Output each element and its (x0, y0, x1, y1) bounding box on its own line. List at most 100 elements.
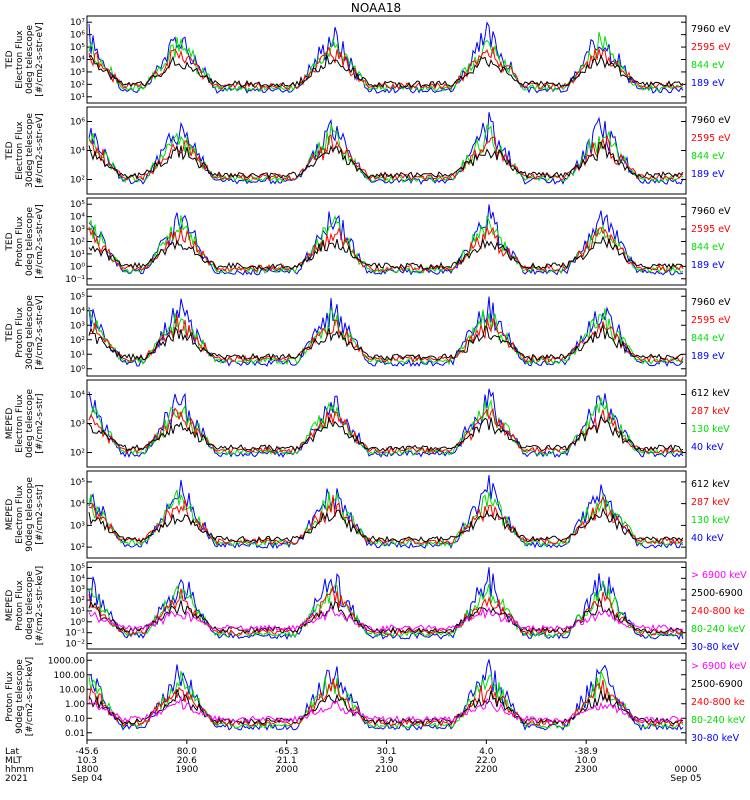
flux-series-1 (88, 567, 684, 641)
flux-series-2 (88, 669, 684, 730)
ylabel-line: 30deg telescope (25, 295, 35, 370)
xtick-mlt: 10.0 (576, 756, 596, 766)
ylabel-line: [#/cm2-s-str-keV] (25, 657, 35, 736)
ytick-label: 10⁵ (70, 478, 85, 488)
ylabel-line: 0deg telescope (25, 571, 35, 641)
ytick-label: 10⁵ (70, 43, 85, 53)
legend-entry: 844 eV (691, 242, 725, 253)
legend-entry: 189 eV (691, 351, 725, 362)
ytick-label: 10³ (70, 521, 85, 531)
flux-series-5 (88, 606, 684, 633)
legend-entry: 7960 eV (691, 206, 731, 217)
ylabel-line: 90deg telescope (15, 659, 25, 734)
legend-entry: 30-80 keV (691, 733, 740, 744)
legend-entry: 612 keV (691, 479, 730, 490)
ylabel-line: [#/cm2-s-str-eV] (35, 204, 45, 279)
flux-series-1 (88, 296, 684, 368)
xtick-lat: -45.6 (75, 747, 99, 757)
xtick-hhmm: 0000 (675, 765, 698, 775)
flux-series-1 (88, 388, 684, 459)
ylabel-line: Electron Flux (15, 394, 25, 453)
ylabel-line: Proton Flux (15, 580, 25, 631)
figure-title: NOAA18 (351, 1, 401, 15)
ytick-label: 100.00 (54, 671, 86, 681)
panel-frame (86, 561, 687, 650)
legend-entry: 80-240 keV (691, 715, 746, 726)
ylabel-line: 0deg telescope (25, 207, 35, 277)
legend-entry: 2595 eV (691, 224, 731, 235)
ylabel-line: [#/cm2-s-str-keV] (35, 566, 45, 645)
xaxis-row-label: 2021 (5, 774, 28, 784)
flux-series-2 (88, 397, 684, 457)
legend-entry: 844 eV (691, 151, 725, 162)
xtick-mlt: 20.6 (177, 756, 197, 766)
ylabel-line: TED (5, 232, 15, 251)
ytick-label: 10⁴ (70, 574, 85, 584)
legend-entry: 7960 eV (691, 24, 731, 35)
ylabel-line: 0deg telescope (25, 389, 35, 459)
ytick-label: 10⁶ (70, 118, 85, 128)
flux-series-2 (88, 489, 684, 547)
ylabel-line: Proton Flux (15, 307, 25, 358)
flux-series-3 (88, 226, 684, 272)
panel-frame (86, 470, 687, 559)
flux-series-4 (88, 596, 684, 635)
legend-entry: 189 eV (691, 78, 725, 89)
legend-entry: 287 keV (691, 497, 730, 508)
xtick-mlt: 3.9 (379, 756, 394, 766)
ytick-label: 1000.00 (48, 656, 85, 666)
ylabel-line: 30deg telescope (25, 113, 35, 188)
ytick-label: 10⁴ (70, 56, 85, 66)
ytick-label: 10⁻¹ (65, 275, 85, 285)
ytick-label: 0.10 (65, 714, 85, 724)
ytick-label: 10³ (70, 321, 85, 331)
xtick-date: Sep 04 (71, 774, 103, 784)
ylabel-line: 0deg telescope (25, 25, 35, 95)
panel-3: 10⁻¹ 10⁰ 10¹ 10² 10³ 10⁴ 10⁵ TED Proton Flux 0deg… (5, 197, 731, 286)
xtick-mlt: 22.0 (476, 756, 496, 766)
ylabel-line: [#/cm2-s-str-eV] (35, 113, 45, 188)
xtick-lat: -38.9 (575, 747, 599, 757)
panel-8: 0.01 0.10 1.00 10.00 100.00 1000.00 Proton Flu… (5, 652, 747, 744)
ytick-label: 10⁴ (70, 307, 85, 317)
legend-entry: 30-80 keV (691, 642, 740, 653)
legend-entry: 844 eV (691, 333, 725, 344)
legend-entry: 2595 eV (691, 42, 731, 53)
ytick-label: 1.00 (65, 700, 85, 710)
flux-series-4 (88, 235, 684, 271)
ylabel-line: MEPED (5, 590, 15, 622)
xtick-lat: 80.0 (177, 747, 197, 757)
panel-5: 10² 10³ 10⁴ MEPED Electron Flux 0deg telescop… (5, 379, 730, 468)
legend-entry: 130 keV (691, 424, 730, 435)
ytick-label: 10⁻² (65, 640, 85, 650)
ylabel-line: MEPED (5, 408, 15, 440)
xtick-hhmm: 2300 (575, 765, 598, 775)
flux-series-5 (88, 695, 684, 724)
ytick-label: 10¹ (70, 607, 85, 617)
xtick-hhmm: 1800 (76, 765, 99, 775)
legend-entry: 189 eV (691, 260, 725, 271)
ylabel-line: MEPED (5, 499, 15, 531)
xtick-hhmm: 2000 (275, 765, 298, 775)
ylabel-line: [#/cm2-s-str] (35, 393, 45, 453)
legend-entry: 2500-6900 (691, 588, 743, 599)
legend-entry: 189 eV (691, 169, 725, 180)
ytick-label: 10² (70, 238, 85, 248)
panel-6: 10² 10³ 10⁴ 10⁵ MEPED Electron Flux 90deg tele… (5, 470, 730, 559)
ytick-label: 10⁵ (70, 292, 85, 302)
xtick-hhmm: 1900 (175, 765, 198, 775)
ytick-label: 10² (70, 596, 85, 606)
ytick-label: 10³ (70, 225, 85, 235)
ytick-label: 10² (70, 449, 85, 459)
legend-entry: 7960 eV (691, 115, 731, 126)
ylabel-line: TED (5, 141, 15, 160)
xaxis-row-label: MLT (5, 756, 23, 766)
legend-entry: 40 keV (691, 533, 724, 544)
flux-series-4 (88, 54, 684, 89)
ylabel-line: TED (5, 50, 15, 69)
flux-series-4 (88, 414, 684, 453)
ytick-label: 10³ (70, 585, 85, 595)
